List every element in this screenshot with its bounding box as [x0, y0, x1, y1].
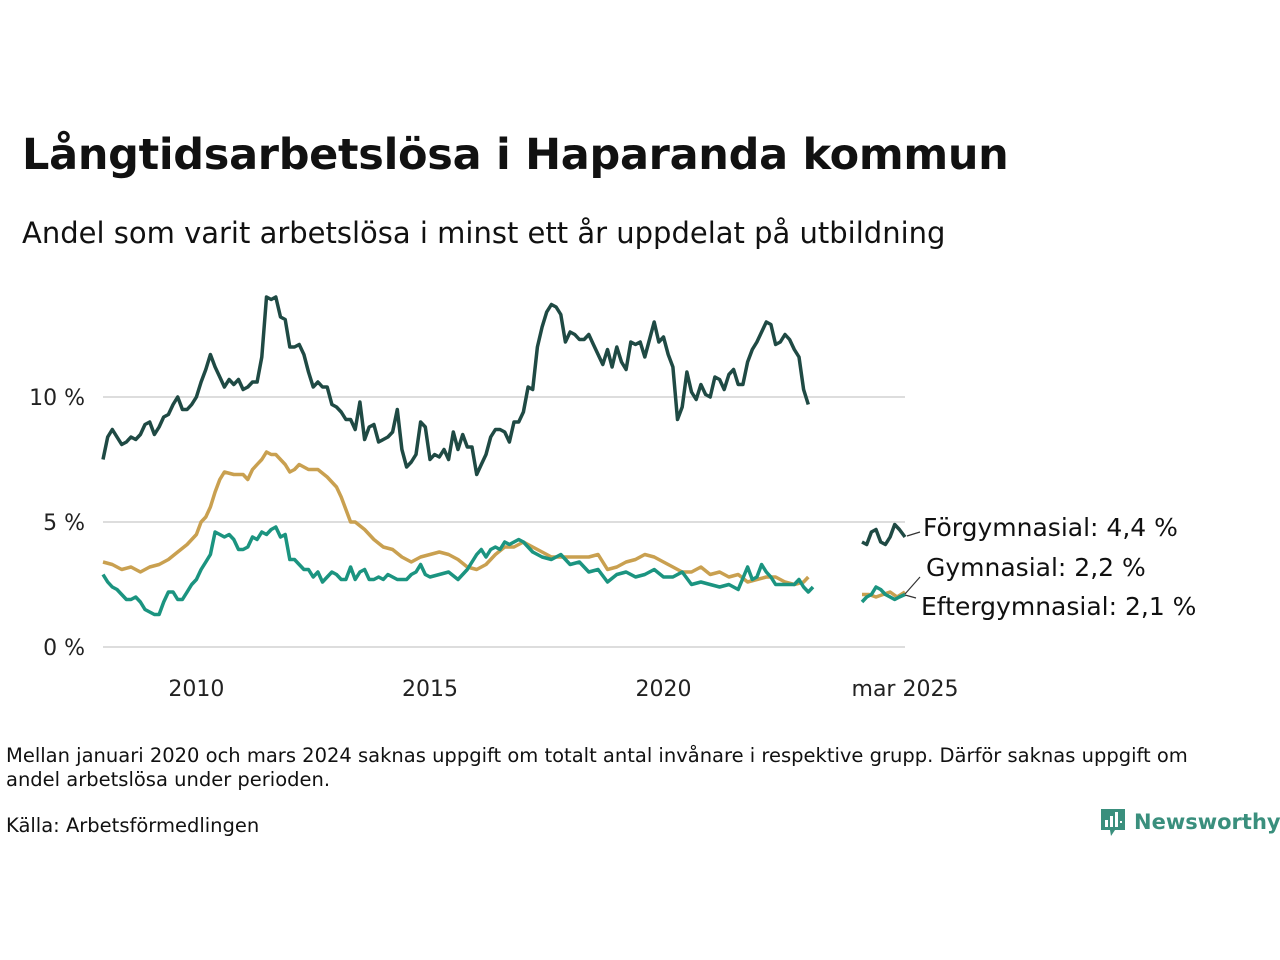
brand-name: Newsworthy — [1134, 810, 1280, 834]
label-leader-eftergymnasial — [904, 594, 917, 599]
chart-subtitle: Andel som varit arbetslösa i minst ett å… — [22, 216, 946, 250]
x-tick-label-end: mar 2025 — [852, 677, 959, 702]
y-axis-ticks: 0 % 5 % 10 % — [29, 386, 85, 661]
brand-logo: Newsworthy — [1098, 806, 1280, 838]
x-axis-ticks: 2010 2015 2020 mar 2025 — [168, 677, 958, 702]
y-tick-label: 0 % — [43, 636, 85, 661]
series-line-frgymnasial-history — [101, 295, 810, 477]
y-tick-label: 5 % — [43, 511, 85, 536]
series-line-eftergymnasial-recent — [860, 585, 906, 604]
gridlines — [103, 396, 905, 648]
series-lines — [101, 295, 907, 617]
series-line-eftergymnasial-history — [101, 525, 815, 617]
y-tick-label: 10 % — [29, 386, 85, 411]
series-line-gymnasial-history — [102, 450, 810, 587]
end-label-gymnasial: Gymnasial: 2,2 % — [926, 553, 1146, 582]
end-label-eftergymnasial: Eftergymnasial: 2,1 % — [921, 592, 1196, 621]
x-tick-label: 2020 — [636, 677, 692, 702]
footnote: Mellan januari 2020 och mars 2024 saknas… — [6, 744, 1188, 791]
label-leader-gymnasial — [904, 576, 921, 595]
series-line-frgymnasial-recent — [861, 522, 907, 547]
x-tick-label: 2010 — [168, 677, 224, 702]
chart-title: Långtidsarbetslösa i Haparanda kommun — [22, 130, 1009, 180]
series-end-labels: Förgymnasial: 4,4 % Gymnasial: 2,2 % Efter… — [904, 513, 1196, 621]
x-tick-label: 2015 — [402, 677, 458, 702]
label-leader-frgymnasial — [906, 531, 921, 537]
source-note: Källa: Arbetsförmedlingen — [6, 814, 260, 837]
line-chart: 0 % 5 % 10 % 2010 2015 2020 mar 2025 Förgymna… — [29, 295, 1196, 702]
newsworthy-logo-icon — [1101, 809, 1125, 836]
end-label-frgymnasial: Förgymnasial: 4,4 % — [923, 513, 1178, 542]
